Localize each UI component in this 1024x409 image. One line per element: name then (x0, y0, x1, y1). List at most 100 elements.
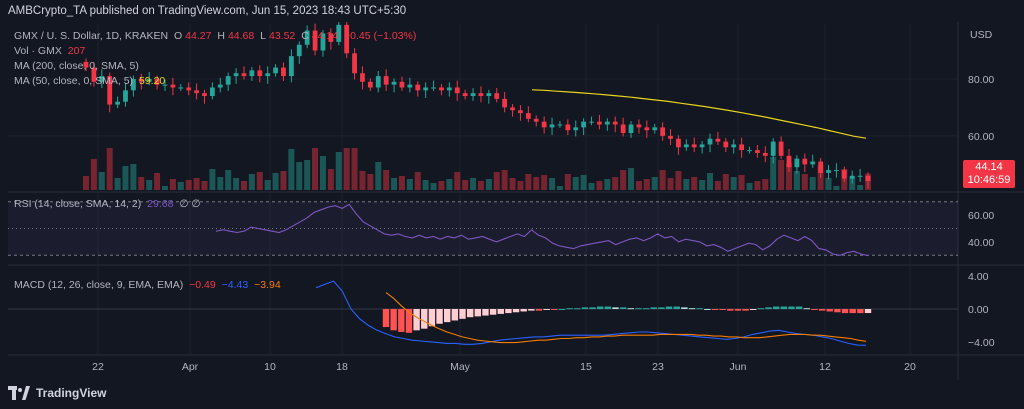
volume-bar (501, 170, 508, 190)
macd-histogram-bar (436, 309, 443, 324)
candle-body (849, 175, 855, 179)
volume-bar (233, 178, 240, 190)
footer-bar: TradingView (0, 380, 1024, 409)
volume-bar (572, 177, 579, 190)
candle-body (470, 93, 476, 97)
candle-body (762, 152, 768, 156)
volume-bar (485, 179, 492, 190)
volume-bar (722, 174, 729, 190)
y-tick-label: 80.00 (968, 74, 994, 86)
candle-body (312, 30, 318, 51)
ma50-value: 59.20 (138, 75, 166, 87)
volume-bar (209, 169, 216, 190)
macd-histogram-bar (528, 309, 535, 311)
candle-body (683, 144, 689, 148)
high-value: 44.68 (227, 30, 255, 42)
candle-body (541, 121, 547, 128)
volume-bar (635, 181, 642, 190)
macd-histogram-bar (857, 309, 864, 314)
volume-bar (422, 180, 429, 190)
macd-histogram-bar (535, 309, 543, 311)
chart-canvas[interactable]: 22 Apr 10 18 May 15 23 Jun 12 20 USD 80.00 60.00 60.0… (0, 22, 1024, 380)
volume-bar (620, 170, 627, 190)
candle-body (770, 141, 776, 156)
candle-body (636, 124, 642, 128)
volume-bar (335, 152, 342, 190)
macd-histogram-bar (795, 306, 803, 309)
volume-bar (801, 174, 808, 190)
candle-body (486, 93, 492, 97)
volume-bar (770, 157, 777, 190)
candle-body (691, 144, 697, 148)
candle-body (146, 78, 152, 82)
macd-legend: MACD (12, 26, close, 9, EMA, EMA) −0.49 … (14, 279, 284, 291)
candle-body (723, 141, 729, 148)
macd-histogram-bar (382, 309, 390, 328)
volume-bar (778, 160, 785, 190)
macd-histogram-bar (421, 309, 428, 329)
ma200-label: MA (200, close, 0, SMA, 5) (14, 60, 139, 72)
macd-tick-label: 0.00 (968, 304, 989, 316)
volume-bar (225, 170, 232, 190)
macd-histogram-bar (474, 309, 482, 317)
volume-bar (517, 181, 524, 190)
candle-body (367, 81, 373, 88)
macd-histogram-bar (750, 309, 757, 310)
candle-body (407, 84, 413, 88)
rsi-value: 29.68 (147, 198, 174, 210)
candle-body (391, 81, 397, 85)
macd-line (315, 280, 867, 346)
macd-histogram-bar (849, 309, 856, 314)
volume-bar (193, 178, 200, 190)
candle-body (826, 170, 831, 173)
candle-body (154, 78, 160, 85)
ma200-legend: MA (200, close, 0, SMA, 5) (14, 60, 142, 72)
candle-body (494, 93, 500, 99)
volume-bar (588, 183, 595, 190)
signal-line (385, 292, 867, 344)
volume-bar (98, 172, 105, 190)
rsi-line (215, 203, 869, 257)
candle-body (178, 87, 184, 89)
volume-bar (746, 183, 753, 190)
candle-body (739, 144, 745, 151)
volume-bar (493, 172, 500, 190)
volume-bar (296, 162, 303, 190)
candle-body (478, 93, 484, 97)
volume-bar (675, 171, 682, 190)
volume-bar (643, 179, 650, 190)
y-axis-unit: USD (970, 29, 993, 41)
macd-histogram-bar (558, 309, 566, 310)
candle-body (304, 30, 310, 45)
candle-body (83, 61, 89, 68)
candle-body (99, 76, 105, 82)
header-bar: AMBCrypto_TA published on TradingView.co… (0, 0, 1024, 24)
macd-histogram-bar (711, 309, 719, 310)
volume-bar (240, 181, 247, 190)
macd-histogram-bar (444, 309, 451, 323)
volume-bar (122, 166, 129, 190)
candle-body (249, 70, 255, 77)
ma50-line (531, 89, 867, 139)
candle-body (194, 90, 199, 94)
volume-label: Vol · GMX (14, 45, 62, 57)
volume-bar (738, 175, 745, 190)
candle-body (786, 155, 792, 168)
volume-bar (438, 181, 445, 190)
y-tick-label: 60.00 (968, 131, 994, 143)
candle-body (525, 113, 531, 119)
volume-bar (319, 156, 326, 190)
candle-body (123, 90, 128, 102)
candle-body (328, 33, 334, 42)
volume-bar (161, 186, 168, 190)
candle-body (707, 138, 713, 145)
macd-histogram-bar (451, 309, 459, 321)
volume-bar (383, 170, 390, 190)
volume-bar (564, 174, 571, 190)
macd-histogram-bar (665, 306, 673, 309)
volume-bars (83, 148, 871, 190)
rsi-legend: RSI (14, close, SMA, 14, 2) 29.68 ∅ ∅ (14, 198, 204, 210)
candle-body (604, 121, 610, 125)
x-tick-label: May (450, 361, 471, 373)
tradingview-logo[interactable]: TradingView (8, 386, 106, 400)
